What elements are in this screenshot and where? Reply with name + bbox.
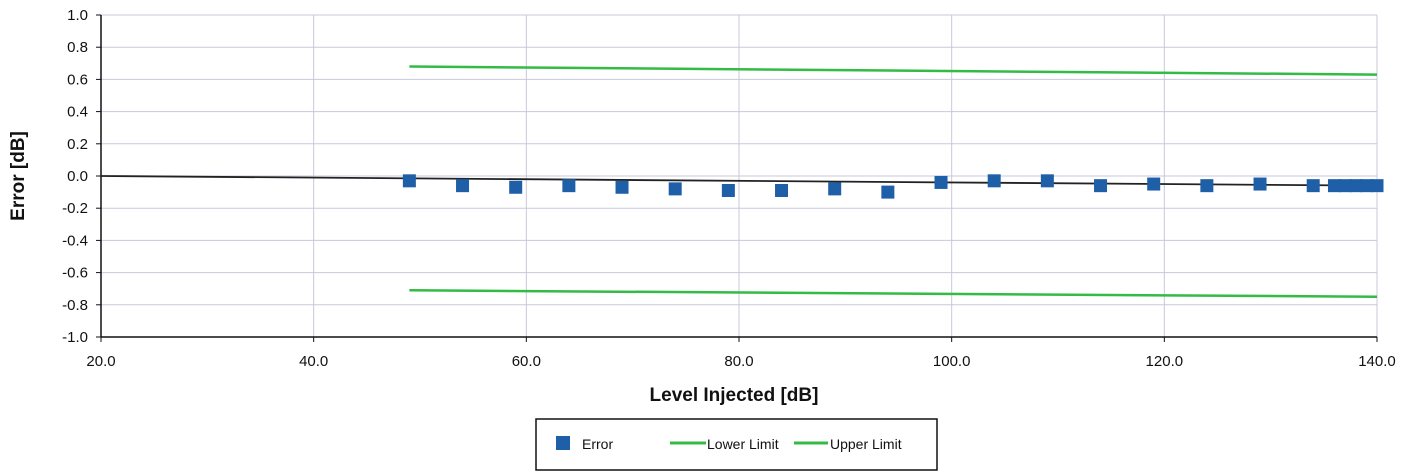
error-marker — [1094, 179, 1107, 192]
y-tick-label: 0.2 — [67, 136, 88, 153]
error-marker — [1041, 174, 1054, 187]
x-tick-label: 140.0 — [1358, 353, 1396, 370]
error-marker — [988, 174, 1001, 187]
error-marker — [1307, 179, 1320, 192]
y-tick-label: 1.0 — [67, 7, 88, 24]
error-marker — [935, 176, 948, 189]
error-marker — [775, 184, 788, 197]
y-tick-label: -0.4 — [62, 232, 88, 249]
y-tick-label: 0.6 — [67, 71, 88, 88]
error-marker — [616, 181, 629, 194]
x-axis-title: Level Injected [dB] — [650, 385, 819, 406]
y-tick-label: -1.0 — [62, 329, 88, 346]
error-marker — [881, 186, 894, 199]
error-marker — [828, 182, 841, 195]
y-tick-label: -0.6 — [62, 265, 88, 282]
error-marker — [1254, 178, 1267, 191]
legend: Error Lower Limit Upper Limit — [536, 419, 937, 470]
x-tick-label: 100.0 — [933, 353, 971, 370]
error-marker — [1200, 179, 1213, 192]
error-marker — [403, 174, 416, 187]
error-marker — [1147, 178, 1160, 191]
error-marker — [669, 182, 682, 195]
error-marker — [456, 179, 469, 192]
x-tick-label: 20.0 — [86, 353, 115, 370]
x-tick-label: 120.0 — [1146, 353, 1184, 370]
y-tick-label: 0.0 — [67, 168, 88, 185]
legend-upper-label: Upper Limit — [830, 436, 902, 452]
y-tick-label: 0.4 — [67, 104, 88, 121]
x-tick-label: 80.0 — [724, 353, 753, 370]
legend-lower-label: Lower Limit — [707, 436, 779, 452]
legend-error-label: Error — [582, 436, 613, 452]
error-marker — [1371, 179, 1384, 192]
error-marker — [562, 179, 575, 192]
x-tick-label: 40.0 — [299, 353, 328, 370]
error-marker — [722, 184, 735, 197]
y-axis-title: Error [dB] — [8, 131, 29, 221]
legend-error-swatch — [556, 436, 570, 450]
x-tick-label: 60.0 — [512, 353, 541, 370]
y-tick-label: -0.8 — [62, 297, 88, 314]
y-tick-label: 0.8 — [67, 39, 88, 56]
error-marker — [509, 181, 522, 194]
y-tick-label: -0.2 — [62, 200, 88, 217]
